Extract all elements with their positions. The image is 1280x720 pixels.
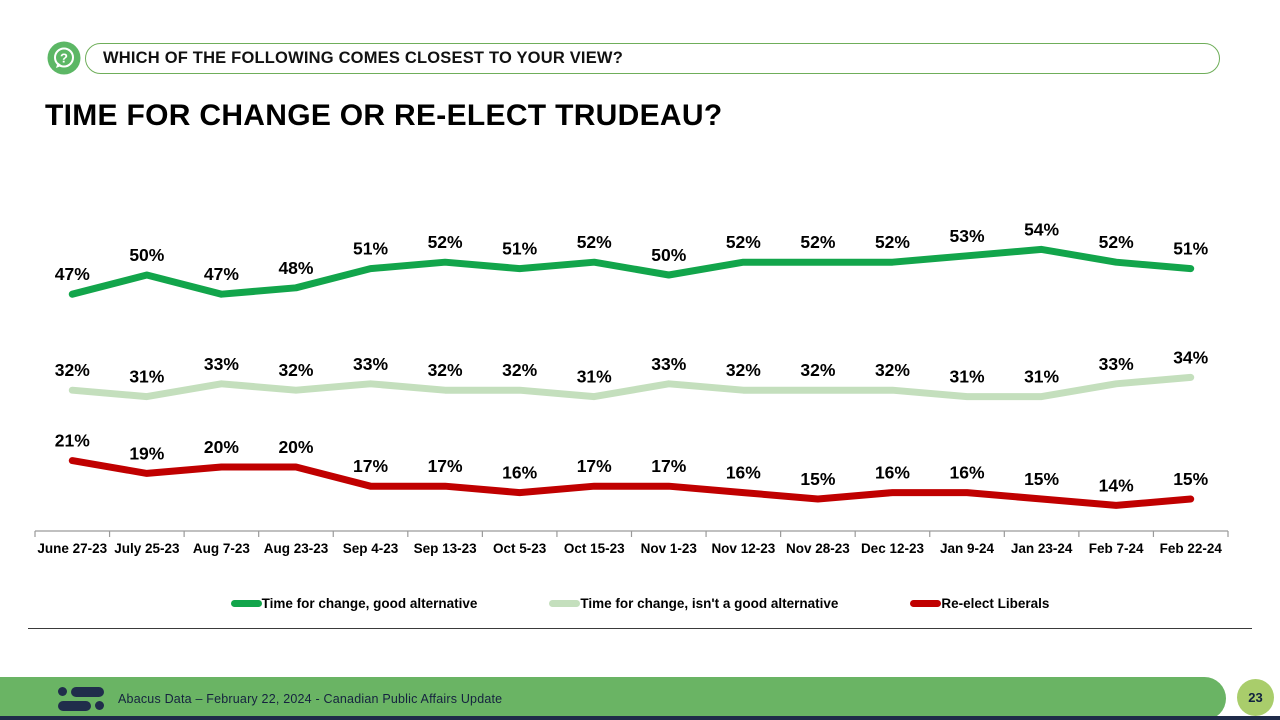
svg-text:31%: 31% <box>950 367 985 387</box>
svg-text:Nov 12-23: Nov 12-23 <box>711 541 775 556</box>
svg-text:17%: 17% <box>353 456 388 476</box>
svg-text:Nov 28-23: Nov 28-23 <box>786 541 850 556</box>
svg-text:33%: 33% <box>204 354 239 374</box>
question-banner: WHICH OF THE FOLLOWING COMES CLOSEST TO … <box>85 43 1220 74</box>
svg-text:52%: 52% <box>1099 232 1134 252</box>
svg-text:52%: 52% <box>577 232 612 252</box>
svg-text:Nov 1-23: Nov 1-23 <box>641 541 698 556</box>
footer-source-text: Abacus Data – February 22, 2024 - Canadi… <box>118 691 503 706</box>
trend-chart: June 27-23 July 25-23 Aug 7-23 Aug 23-23 Sep… <box>0 200 1280 565</box>
bottom-accent-strip <box>0 716 1280 720</box>
legend-label: Re-elect Liberals <box>941 596 1050 611</box>
trend-chart-svg: June 27-23 July 25-23 Aug 7-23 Aug 23-23 Sep… <box>34 219 1229 556</box>
svg-text:33%: 33% <box>353 354 388 374</box>
svg-text:Jan 23-24: Jan 23-24 <box>1011 541 1073 556</box>
svg-text:17%: 17% <box>651 456 686 476</box>
page-number-badge: 23 <box>1237 679 1274 716</box>
svg-text:16%: 16% <box>502 463 537 483</box>
svg-text:Jan 9-24: Jan 9-24 <box>940 541 995 556</box>
svg-text:52%: 52% <box>875 232 910 252</box>
svg-text:54%: 54% <box>1024 219 1059 239</box>
svg-text:20%: 20% <box>204 437 239 457</box>
svg-text:47%: 47% <box>204 264 239 284</box>
abacus-data-logo-icon <box>58 686 104 711</box>
legend-swatch-green <box>230 600 262 607</box>
svg-text:53%: 53% <box>950 226 985 246</box>
svg-text:Sep 13-23: Sep 13-23 <box>414 541 478 556</box>
svg-text:51%: 51% <box>353 239 388 259</box>
svg-text:32%: 32% <box>875 360 910 380</box>
svg-text:52%: 52% <box>726 232 761 252</box>
svg-text:17%: 17% <box>577 456 612 476</box>
legend-swatch-light-green <box>549 600 581 607</box>
legend-swatch-red <box>910 600 942 607</box>
svg-text:15%: 15% <box>800 469 835 489</box>
svg-text:Feb 7-24: Feb 7-24 <box>1089 541 1144 556</box>
svg-text:33%: 33% <box>1099 354 1134 374</box>
svg-text:Sep 4-23: Sep 4-23 <box>343 541 399 556</box>
svg-text:?: ? <box>60 51 68 66</box>
legend-item-not-good-alternative: Time for change, isn't a good alternativ… <box>549 596 838 611</box>
svg-text:33%: 33% <box>651 354 686 374</box>
svg-text:Aug 7-23: Aug 7-23 <box>193 541 251 556</box>
svg-text:June 27-23: June 27-23 <box>37 541 107 556</box>
page-title: TIME FOR CHANGE OR RE-ELECT TRUDEAU? <box>45 99 723 132</box>
svg-text:51%: 51% <box>502 239 537 259</box>
svg-text:32%: 32% <box>55 360 90 380</box>
svg-text:50%: 50% <box>651 245 686 265</box>
svg-text:20%: 20% <box>278 437 313 457</box>
svg-text:Oct 5-23: Oct 5-23 <box>493 541 547 556</box>
svg-text:Oct 15-23: Oct 15-23 <box>564 541 625 556</box>
svg-text:32%: 32% <box>726 360 761 380</box>
svg-text:32%: 32% <box>502 360 537 380</box>
svg-text:16%: 16% <box>950 463 985 483</box>
svg-text:17%: 17% <box>428 456 463 476</box>
svg-text:34%: 34% <box>1173 347 1208 367</box>
divider-line <box>28 628 1252 629</box>
legend-label: Time for change, good alternative <box>261 596 478 611</box>
svg-text:July 25-23: July 25-23 <box>114 541 180 556</box>
svg-text:19%: 19% <box>129 443 164 463</box>
svg-text:52%: 52% <box>800 232 835 252</box>
svg-text:Feb 22-24: Feb 22-24 <box>1160 541 1223 556</box>
svg-text:50%: 50% <box>129 245 164 265</box>
svg-text:16%: 16% <box>875 463 910 483</box>
svg-text:Aug 23-23: Aug 23-23 <box>264 541 329 556</box>
svg-text:31%: 31% <box>577 367 612 387</box>
svg-text:48%: 48% <box>278 258 313 278</box>
svg-text:Dec 12-23: Dec 12-23 <box>861 541 925 556</box>
svg-text:47%: 47% <box>55 264 90 284</box>
svg-text:32%: 32% <box>800 360 835 380</box>
chart-legend: Time for change, good alternative Time f… <box>0 596 1280 611</box>
svg-text:31%: 31% <box>1024 367 1059 387</box>
svg-text:15%: 15% <box>1024 469 1059 489</box>
svg-text:14%: 14% <box>1099 475 1134 495</box>
svg-text:31%: 31% <box>129 367 164 387</box>
legend-item-good-alternative: Time for change, good alternative <box>230 596 478 611</box>
svg-text:21%: 21% <box>55 431 90 451</box>
svg-text:51%: 51% <box>1173 239 1208 259</box>
question-text: WHICH OF THE FOLLOWING COMES CLOSEST TO … <box>103 49 623 67</box>
legend-item-reelect-liberals: Re-elect Liberals <box>910 596 1049 611</box>
footer-bar: Abacus Data – February 22, 2024 - Canadi… <box>0 677 1226 720</box>
svg-text:52%: 52% <box>428 232 463 252</box>
legend-label: Time for change, isn't a good alternativ… <box>580 596 839 611</box>
svg-text:32%: 32% <box>278 360 313 380</box>
svg-text:16%: 16% <box>726 463 761 483</box>
svg-text:15%: 15% <box>1173 469 1208 489</box>
svg-text:32%: 32% <box>428 360 463 380</box>
question-bubble-icon: ? <box>47 41 81 75</box>
